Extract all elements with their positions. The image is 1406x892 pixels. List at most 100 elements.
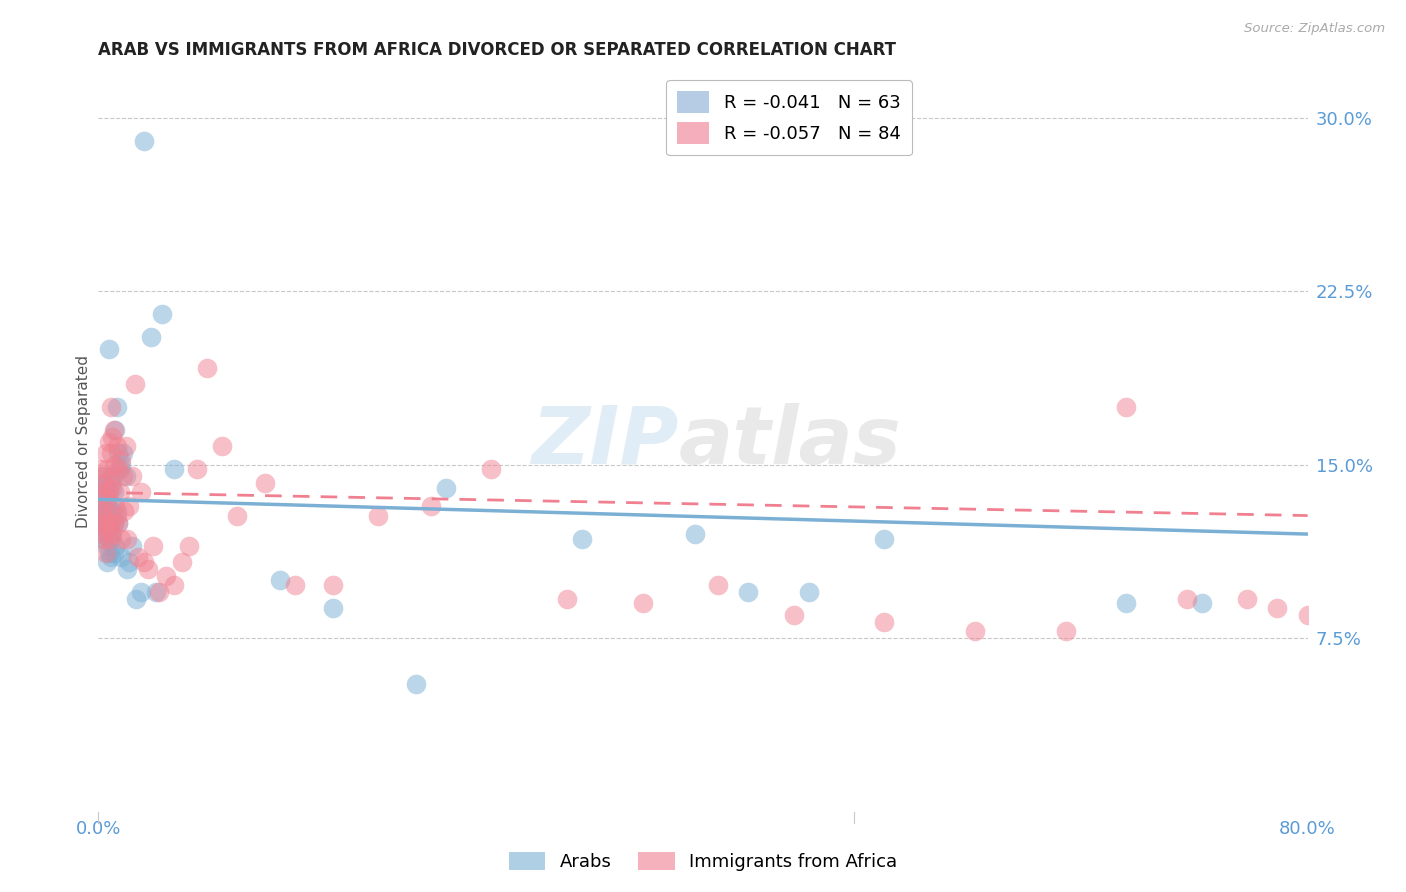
Point	[1115, 400, 1137, 414]
Point	[98, 532, 121, 546]
Point	[103, 469, 125, 483]
Point	[112, 504, 135, 518]
Point	[179, 539, 201, 553]
Point	[555, 591, 578, 606]
Text: ARAB VS IMMIGRANTS FROM AFRICA DIVORCED OR SEPARATED CORRELATION CHART: ARAB VS IMMIGRANTS FROM AFRICA DIVORCED …	[98, 41, 897, 59]
Point	[96, 523, 118, 537]
Point	[148, 585, 170, 599]
Point	[100, 550, 122, 565]
Point	[98, 485, 121, 500]
Point	[1175, 591, 1198, 606]
Point	[90, 516, 112, 530]
Point	[94, 485, 117, 500]
Point	[98, 434, 121, 449]
Point	[105, 439, 128, 453]
Point	[93, 485, 115, 500]
Point	[100, 400, 122, 414]
Point	[100, 527, 122, 541]
Point	[195, 360, 218, 375]
Point	[114, 439, 136, 453]
Point	[269, 574, 291, 588]
Point	[107, 516, 129, 530]
Legend: R = -0.041   N = 63, R = -0.057   N = 84: R = -0.041 N = 63, R = -0.057 N = 84	[666, 80, 911, 155]
Point	[101, 527, 124, 541]
Point	[118, 555, 141, 569]
Point	[155, 568, 177, 582]
Point	[94, 545, 117, 560]
Point	[107, 462, 129, 476]
Point	[105, 400, 128, 414]
Point	[141, 330, 163, 344]
Point	[367, 508, 389, 523]
Point	[127, 550, 149, 565]
Point	[405, 677, 427, 691]
Point	[93, 532, 115, 546]
Point	[107, 516, 129, 530]
Point	[111, 469, 134, 483]
Point	[101, 481, 124, 495]
Point	[132, 555, 155, 569]
Point	[96, 555, 118, 569]
Point	[797, 585, 820, 599]
Point	[737, 585, 759, 599]
Point	[91, 492, 114, 507]
Point	[170, 555, 193, 569]
Point	[571, 532, 593, 546]
Point	[284, 578, 307, 592]
Point	[94, 476, 117, 491]
Point	[110, 532, 132, 546]
Point	[1236, 591, 1258, 606]
Point	[111, 446, 134, 460]
Point	[96, 523, 118, 537]
Point	[121, 469, 143, 483]
Point	[104, 539, 127, 553]
Point	[101, 504, 124, 518]
Point	[1395, 648, 1406, 662]
Point	[150, 307, 173, 321]
Point	[101, 469, 124, 483]
Point	[163, 578, 186, 592]
Point	[211, 439, 233, 453]
Point	[94, 516, 117, 530]
Point	[103, 516, 125, 530]
Point	[110, 453, 132, 467]
Point	[226, 508, 249, 523]
Point	[104, 500, 127, 514]
Point	[1296, 608, 1319, 623]
Text: Source: ZipAtlas.com: Source: ZipAtlas.com	[1244, 22, 1385, 36]
Point	[481, 462, 503, 476]
Point	[93, 527, 115, 541]
Point	[93, 508, 115, 523]
Point	[322, 578, 344, 592]
Legend: Arabs, Immigrants from Africa: Arabs, Immigrants from Africa	[502, 845, 904, 879]
Point	[1379, 638, 1402, 652]
Point	[89, 504, 111, 518]
Point	[420, 500, 443, 514]
Point	[91, 469, 114, 483]
Point	[107, 446, 129, 460]
Point	[104, 423, 127, 437]
Point	[96, 462, 118, 476]
Point	[434, 481, 457, 495]
Text: atlas: atlas	[679, 402, 901, 481]
Point	[100, 446, 122, 460]
Point	[96, 500, 118, 514]
Point	[125, 591, 148, 606]
Point	[94, 446, 117, 460]
Point	[1115, 597, 1137, 611]
Point	[108, 462, 131, 476]
Point	[98, 481, 121, 495]
Point	[136, 562, 159, 576]
Point	[253, 476, 276, 491]
Text: ZIP: ZIP	[531, 402, 679, 481]
Point	[103, 485, 125, 500]
Point	[91, 476, 114, 491]
Point	[163, 462, 186, 476]
Point	[110, 550, 132, 565]
Point	[129, 485, 152, 500]
Point	[783, 608, 806, 623]
Point	[91, 527, 114, 541]
Point	[100, 476, 122, 491]
Point	[685, 527, 707, 541]
Point	[873, 615, 896, 629]
